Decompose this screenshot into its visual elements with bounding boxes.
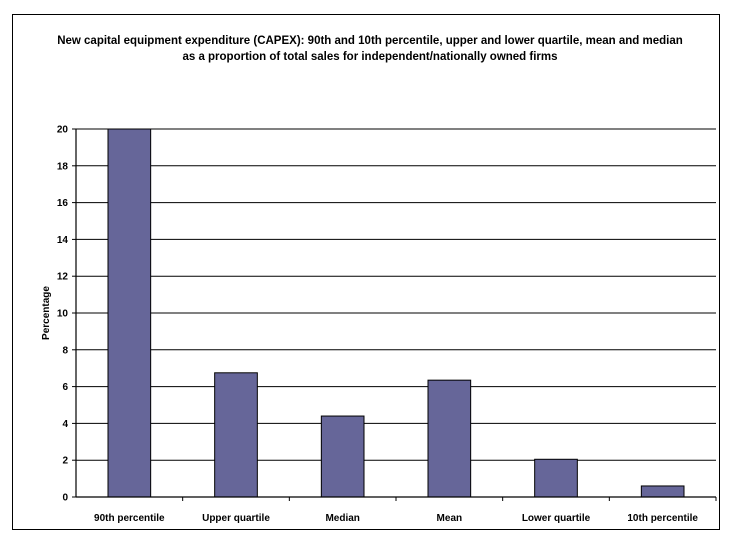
- bar-median: [320, 415, 365, 498]
- y-tick-label: 4: [62, 419, 68, 430]
- y-tick-label: 16: [57, 198, 69, 209]
- bar-upper-quartile: [214, 372, 258, 498]
- y-tick-label: 14: [57, 235, 69, 246]
- y-axis-title: Percentage: [41, 286, 52, 340]
- x-tick-labels: 90th percentile Upper quartile Median Mean L…: [94, 513, 698, 524]
- x-tick-label: Lower quartile: [522, 513, 591, 524]
- bar-lower-quartile: [534, 458, 578, 498]
- x-tick-label: 90th percentile: [94, 513, 165, 524]
- gridlines: [72, 128, 717, 501]
- y-tick-label: 0: [62, 493, 68, 504]
- y-tick-label: 8: [62, 345, 68, 356]
- x-tick-label: 10th percentile: [627, 513, 698, 524]
- y-tick-label: 12: [57, 272, 69, 283]
- bar-10th-percentile: [640, 485, 685, 498]
- y-tick-label: 18: [57, 161, 69, 172]
- bar-90th-percentile: [107, 128, 152, 498]
- y-tick-label: 10: [57, 309, 69, 320]
- y-tick-labels: 0 2 4 6 8 10 12 14 16 18 20: [57, 125, 69, 504]
- x-tick-label: Median: [325, 513, 359, 524]
- y-tick-label: 6: [62, 382, 68, 393]
- axes: [75, 129, 716, 498]
- y-tick-label: 2: [62, 456, 68, 467]
- bar-mean: [427, 379, 472, 498]
- chart-title: New capital equipment expenditure (CAPEX…: [57, 35, 683, 63]
- x-tick-label: Upper quartile: [202, 513, 270, 524]
- y-tick-label: 20: [57, 125, 69, 136]
- x-tick-label: Mean: [437, 513, 463, 524]
